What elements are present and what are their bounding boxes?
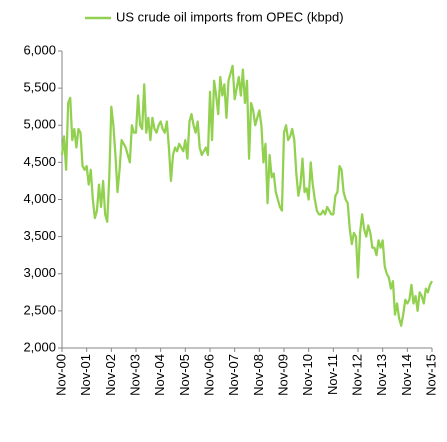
x-tick-label: Nov-02 bbox=[103, 354, 118, 396]
x-tick-label: Nov-13 bbox=[374, 354, 389, 396]
x-tick-label: Nov-10 bbox=[300, 354, 315, 396]
y-tick-label: 4,000 bbox=[23, 191, 56, 206]
x-tick-label: Nov-11 bbox=[325, 354, 340, 395]
x-tick-label: Nov-07 bbox=[226, 354, 241, 396]
x-tick-label: Nov-06 bbox=[201, 354, 216, 396]
x-tick-label: Nov-08 bbox=[251, 354, 266, 396]
x-tick-label: Nov-03 bbox=[127, 354, 142, 396]
y-tick-label: 5,000 bbox=[23, 117, 56, 132]
y-tick-label: 2,500 bbox=[23, 302, 56, 317]
x-tick-label: Nov-09 bbox=[275, 354, 290, 396]
x-tick-label: Nov-01 bbox=[78, 354, 93, 396]
x-tick-label: Nov-15 bbox=[423, 354, 438, 396]
x-tick-label: Nov-00 bbox=[53, 354, 68, 396]
legend-label: US crude oil imports from OPEC (kbpd) bbox=[116, 9, 344, 24]
y-tick-label: 3,000 bbox=[23, 265, 56, 280]
x-tick-label: Nov-05 bbox=[177, 354, 192, 396]
y-tick-label: 3,500 bbox=[23, 228, 56, 243]
x-tick-label: Nov-04 bbox=[152, 354, 167, 396]
y-tick-label: 6,000 bbox=[23, 42, 56, 57]
series-line bbox=[60, 64, 433, 327]
y-tick-label: 5,500 bbox=[23, 80, 56, 95]
y-tick-label: 2,000 bbox=[23, 339, 56, 354]
y-tick-label: 4,500 bbox=[23, 154, 56, 169]
x-tick-label: Nov-14 bbox=[399, 354, 414, 396]
x-tick-label: Nov-12 bbox=[349, 354, 364, 396]
